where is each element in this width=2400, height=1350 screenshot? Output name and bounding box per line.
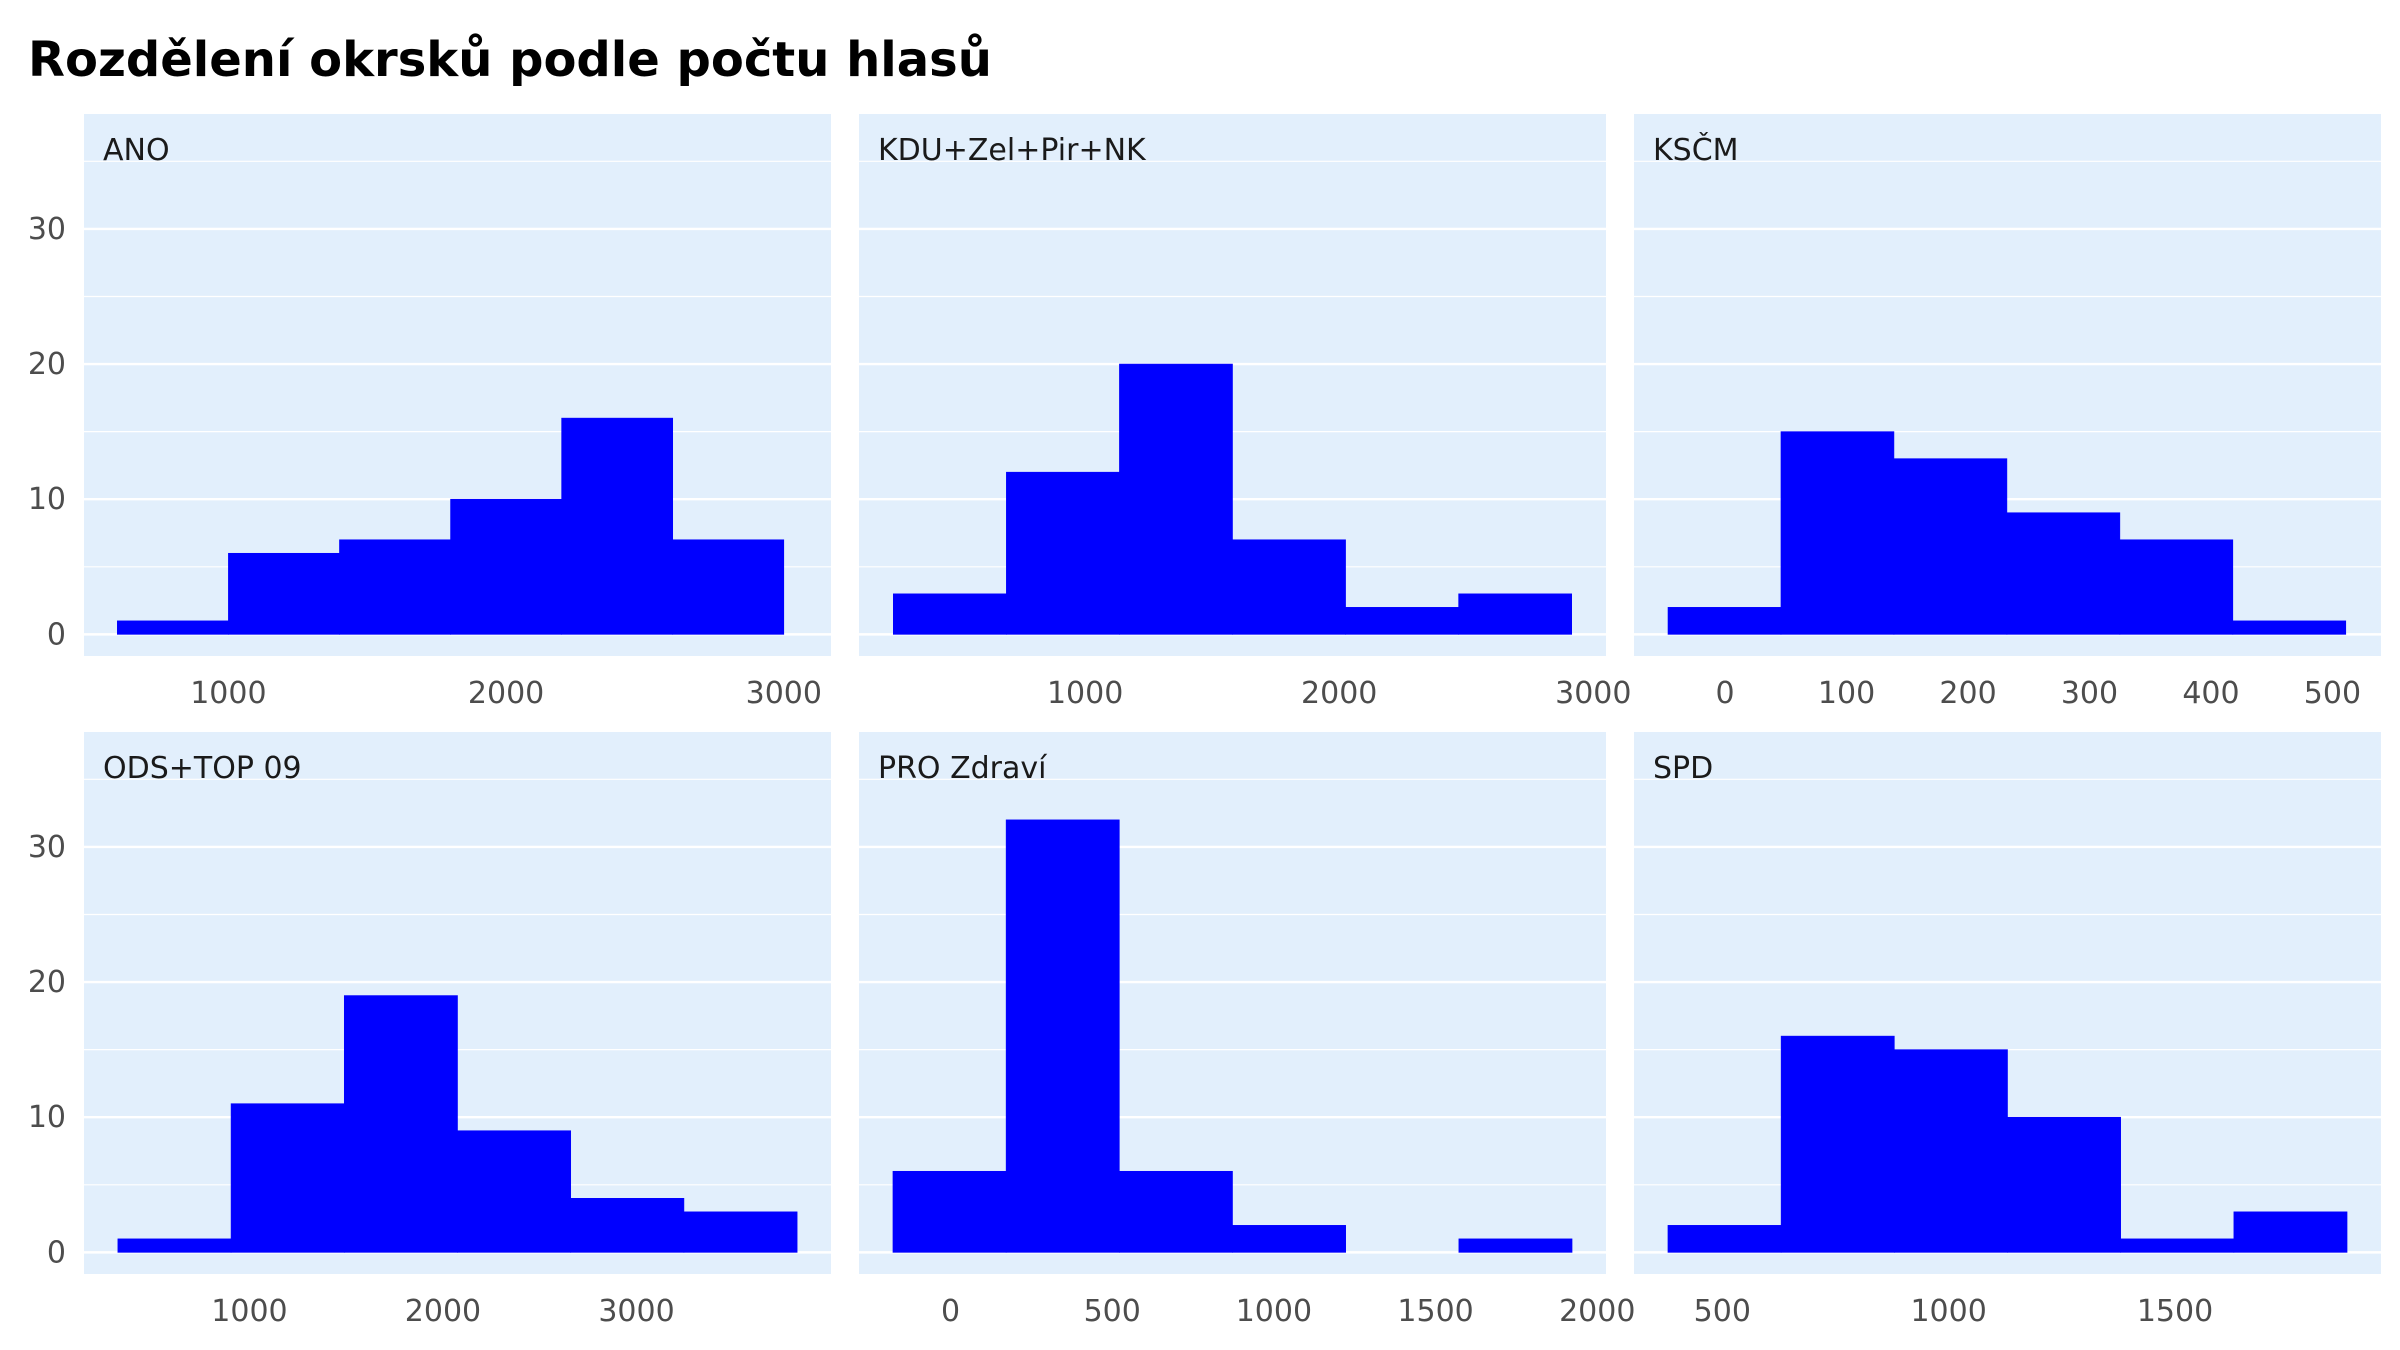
histogram-bar	[1780, 1035, 1895, 1253]
x-tick-label: 500	[1694, 1294, 1751, 1329]
histogram-bar	[343, 995, 458, 1253]
histogram-bar	[2007, 1116, 2121, 1253]
histogram-bar	[672, 539, 785, 635]
x-tick-label: 2000	[468, 676, 544, 711]
x-tick-label: 3000	[746, 676, 822, 711]
histogram-bar	[1232, 1225, 1346, 1253]
y-tick-label: 20	[28, 965, 66, 1000]
y-tick-label: 10	[28, 1100, 66, 1135]
histogram-bar	[1667, 607, 1782, 635]
histogram-bar	[457, 1130, 572, 1253]
histogram-bar	[450, 498, 562, 635]
histogram-bar	[2233, 1211, 2348, 1253]
x-tick-label: 1000	[190, 676, 266, 711]
x-tick-label: 300	[2061, 676, 2118, 711]
histogram-bar	[1893, 458, 2008, 635]
histogram-bar	[1119, 363, 1233, 635]
x-tick-label: 1500	[2137, 1294, 2213, 1329]
facet-label: KDU+Zel+Pir+NK	[878, 133, 1147, 168]
x-tick-label: 2000	[1559, 1294, 1635, 1329]
histogram-bar	[1119, 1170, 1233, 1253]
histogram-bar	[1458, 1238, 1573, 1253]
y-tick-label: 0	[47, 617, 66, 652]
facet-label: ANO	[103, 133, 170, 168]
x-tick-label: 200	[1939, 676, 1996, 711]
x-tick-label: 1000	[1910, 1294, 1986, 1329]
histogram-bar	[570, 1198, 685, 1253]
y-tick-label: 30	[28, 212, 66, 247]
histogram-bar	[2119, 539, 2234, 635]
histogram-bar	[2232, 620, 2347, 635]
histogram-bar	[893, 593, 1007, 635]
histogram-bar	[1232, 539, 1346, 635]
facet-label: PRO Zdraví	[878, 751, 1048, 786]
x-tick-label: 0	[1716, 676, 1735, 711]
y-tick-label: 20	[28, 347, 66, 382]
x-tick-label: 400	[2182, 676, 2239, 711]
facet-panel: ODS+TOP 09 0 10 20 30 1000 2000 3000	[28, 732, 831, 1329]
histogram-bar	[1005, 819, 1120, 1253]
histogram-bar	[561, 417, 674, 635]
y-tick-label: 10	[28, 482, 66, 517]
x-tick-label: 500	[2304, 676, 2361, 711]
histogram-bar	[2006, 512, 2121, 635]
x-tick-label: 3000	[1555, 676, 1631, 711]
histogram-bar	[1458, 593, 1572, 635]
x-tick-label: 1500	[1397, 1294, 1473, 1329]
histogram-bar	[228, 552, 340, 635]
facet-label: ODS+TOP 09	[103, 751, 302, 786]
x-tick-label: 2000	[405, 1294, 481, 1329]
facet-panel: PRO Zdraví 0 500 1000 1500 2000	[859, 732, 1635, 1329]
x-tick-label: 100	[1818, 676, 1875, 711]
histogram-bar	[1345, 607, 1459, 635]
histogram-bar	[1894, 1049, 2008, 1253]
histogram-bar	[117, 620, 229, 635]
histogram-bar	[339, 539, 451, 635]
x-tick-label: 2000	[1301, 676, 1377, 711]
x-tick-label: 1000	[1047, 676, 1123, 711]
x-tick-label: 0	[941, 1294, 960, 1329]
x-tick-label: 1000	[1236, 1294, 1312, 1329]
histogram-bar	[1780, 431, 1895, 635]
facet-panel: ANO 0 10 20 30 1000 2000 3000	[28, 114, 831, 711]
x-tick-label: 1000	[211, 1294, 287, 1329]
chart-title: Rozdělení okrsků podle počtu hlasů	[28, 32, 992, 88]
x-tick-label: 500	[1084, 1294, 1141, 1329]
x-tick-label: 3000	[598, 1294, 674, 1329]
facet-panel: KDU+Zel+Pir+NK 1000 2000 3000	[859, 114, 1631, 711]
histogram-bar	[892, 1170, 1007, 1253]
facet-panel: KSČM 0 100 200 300 400 500	[1634, 114, 2381, 711]
y-tick-label: 30	[28, 830, 66, 865]
facet-label: SPD	[1653, 751, 1713, 786]
histogram-bar	[230, 1103, 345, 1253]
facet-label: KSČM	[1653, 131, 1739, 168]
facet-panel: SPD 500 1000 1500	[1634, 732, 2381, 1329]
y-tick-label: 0	[47, 1235, 66, 1270]
histogram-bar	[1667, 1225, 1782, 1253]
histogram-bar	[2120, 1238, 2235, 1253]
histogram-bar	[1006, 471, 1120, 635]
histogram-bar	[683, 1211, 798, 1253]
histogram-bar	[117, 1238, 232, 1253]
